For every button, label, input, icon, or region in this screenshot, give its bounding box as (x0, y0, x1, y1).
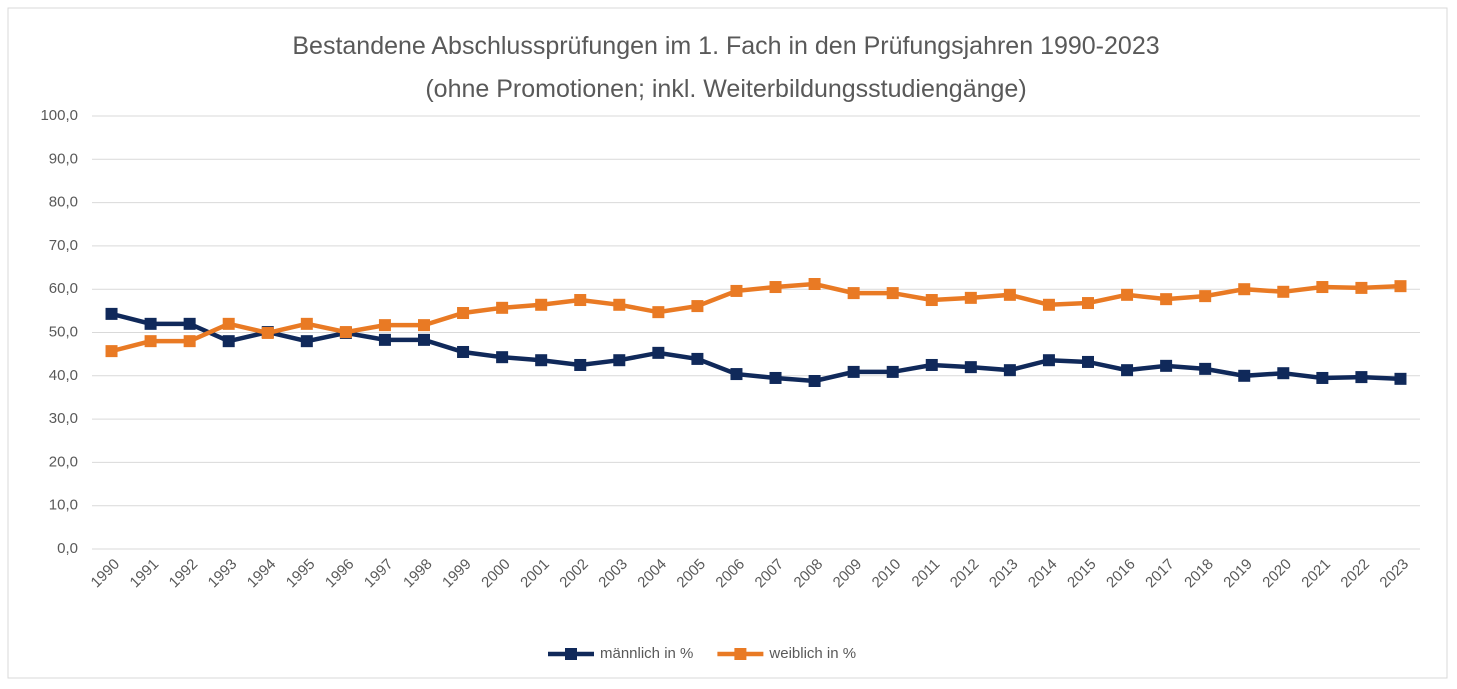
point-marker (847, 287, 860, 300)
chart-border (7, 7, 1448, 679)
point-marker (1082, 297, 1094, 310)
point-marker (730, 284, 743, 297)
point-marker (1277, 285, 1290, 298)
series-line (110, 311, 1401, 384)
point-marker (378, 319, 391, 332)
point-marker (1199, 290, 1212, 303)
y-tick-label: 70,0 (49, 237, 78, 254)
y-tick-label: 90,0 (49, 150, 78, 167)
point-marker (1355, 371, 1368, 384)
point-marker (769, 371, 782, 384)
point-marker (300, 317, 313, 330)
point-marker (261, 326, 274, 339)
point-marker (496, 301, 509, 314)
point-marker (418, 319, 430, 332)
point-marker (1042, 354, 1055, 367)
point-marker (418, 333, 430, 346)
y-tick-label: 80,0 (49, 194, 78, 211)
point-marker (222, 317, 235, 330)
legend-label: männlich in % (600, 645, 693, 662)
point-marker (1082, 355, 1094, 368)
point-marker (535, 354, 548, 367)
point-marker (574, 294, 587, 307)
point-marker (886, 365, 899, 378)
point-marker (1277, 367, 1290, 380)
point-marker (691, 352, 704, 365)
point-marker (183, 335, 196, 348)
chart-subtitle: (ohne Promotionen; inkl. Weiterbildungss… (425, 75, 1026, 103)
chart-title: Bestandene Abschlussprüfungen im 1. Fach… (292, 32, 1159, 60)
point-marker (652, 346, 665, 359)
y-tick-label: 40,0 (49, 367, 78, 384)
y-tick-label: 50,0 (49, 323, 78, 340)
point-marker (1355, 281, 1368, 294)
point-marker (1394, 280, 1407, 293)
y-tick-label: 10,0 (49, 497, 78, 514)
point-marker (886, 287, 899, 300)
legend-label: weiblich in % (768, 645, 856, 662)
legend-marker (734, 648, 747, 660)
y-tick-label: 30,0 (49, 410, 78, 427)
point-marker (964, 291, 977, 304)
point-marker (457, 345, 470, 358)
point-marker (769, 281, 782, 294)
point-marker (964, 361, 977, 374)
point-marker (144, 335, 157, 348)
point-marker (105, 307, 118, 320)
point-marker (535, 298, 548, 311)
point-marker (300, 335, 313, 348)
point-marker (1316, 371, 1329, 384)
y-tick-label: 20,0 (49, 453, 78, 470)
point-marker (457, 307, 470, 320)
point-marker (1238, 369, 1251, 382)
point-marker (730, 368, 743, 381)
point-marker (652, 306, 665, 319)
point-marker (1199, 362, 1212, 375)
point-marker (222, 335, 235, 348)
y-tick-label: 0,0 (57, 540, 78, 557)
legend-marker (565, 648, 577, 660)
point-marker (1160, 293, 1173, 306)
point-marker (183, 317, 196, 330)
point-marker (1160, 359, 1173, 372)
point-marker (105, 345, 118, 358)
point-marker (613, 298, 626, 311)
point-marker (1316, 281, 1329, 294)
point-marker (496, 351, 509, 364)
point-marker (339, 326, 352, 339)
point-marker (1121, 364, 1134, 377)
point-marker (613, 354, 626, 367)
point-marker (847, 365, 860, 378)
point-marker (808, 374, 821, 387)
point-marker (378, 333, 391, 346)
point-marker (691, 300, 704, 313)
point-marker (1003, 288, 1016, 301)
series-line (110, 281, 1401, 354)
point-marker (1238, 283, 1251, 296)
point-marker (1121, 288, 1134, 301)
point-marker (574, 358, 587, 371)
point-marker (1003, 364, 1016, 377)
point-marker (1042, 298, 1055, 311)
point-marker (925, 294, 938, 307)
point-marker (1394, 372, 1407, 385)
point-marker (925, 358, 938, 371)
point-marker (808, 278, 821, 291)
point-marker (144, 317, 157, 330)
y-tick-label: 60,0 (49, 280, 78, 297)
y-tick-label: 100,0 (40, 107, 78, 124)
